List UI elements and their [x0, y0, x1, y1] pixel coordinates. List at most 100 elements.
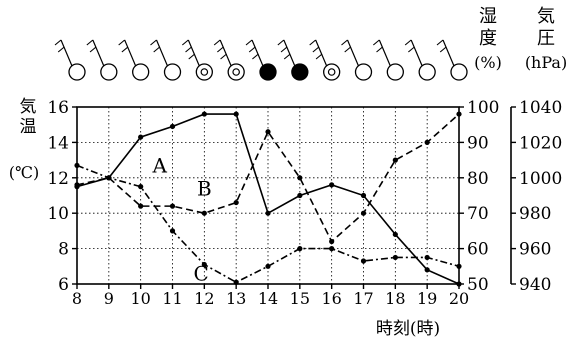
- temp-tick-label: 10: [47, 204, 69, 224]
- humidity-tick-label: 80: [467, 169, 489, 189]
- weather-symbol-cloudy: [373, 40, 403, 80]
- series-c-point: [74, 163, 79, 168]
- weather-symbols-row: [55, 40, 467, 80]
- wind-feather: [278, 40, 284, 45]
- weather-symbol-rain: [182, 40, 212, 80]
- series-a-point: [456, 281, 461, 286]
- station-circle: [101, 64, 117, 80]
- series-c-point: [106, 175, 111, 180]
- humidity-header-line-1: 湿: [479, 6, 497, 27]
- wind-feather: [437, 40, 443, 45]
- pressure-tick-label: 960: [519, 240, 551, 260]
- series-c-point: [297, 246, 302, 251]
- station-circle: [324, 64, 340, 80]
- wind-feather: [221, 54, 227, 59]
- x-tick-label: 15: [290, 289, 310, 308]
- pressure-tick-label: 940: [519, 275, 551, 295]
- series-a-point: [329, 182, 334, 187]
- wind-feather: [186, 47, 192, 52]
- series-b-point: [202, 211, 207, 216]
- humidity-header: 湿 度 (%): [474, 6, 502, 72]
- series-c-point: [456, 264, 461, 269]
- series-a-point: [393, 232, 398, 237]
- station-circle: [451, 64, 467, 80]
- series-b-point: [393, 158, 398, 163]
- weather-symbol-heavy-rain: [246, 40, 276, 80]
- series-a-point: [297, 193, 302, 198]
- x-tick-label: 16: [321, 289, 341, 308]
- wind-feather: [310, 40, 316, 45]
- wind-staff: [61, 40, 72, 66]
- series-c-point: [393, 255, 398, 260]
- wind-feather: [90, 47, 96, 52]
- humidity-tick-label: 70: [467, 204, 489, 224]
- pressure-header-line-1: 気: [537, 6, 555, 27]
- wind-feather: [249, 47, 255, 52]
- humidity-header-line-2: 度: [479, 28, 497, 49]
- series-c-point: [170, 228, 175, 233]
- wind-feather: [313, 47, 319, 52]
- series-b-point: [297, 175, 302, 180]
- temp-tick-label: 16: [47, 98, 69, 118]
- wind-feather: [408, 47, 414, 52]
- station-circle: [260, 64, 276, 80]
- weather-symbol-cloudy: [119, 40, 149, 80]
- series-a-point: [138, 134, 143, 139]
- pressure-tick-label: 1000: [519, 169, 562, 189]
- wind-staff: [157, 40, 168, 66]
- temp-tick-label: 12: [47, 169, 69, 189]
- series-b-point: [74, 182, 79, 187]
- series-c-point: [265, 264, 270, 269]
- weather-symbol-cloudy: [87, 40, 117, 80]
- x-tick-label: 12: [194, 289, 214, 308]
- x-tick-label: 10: [130, 289, 150, 308]
- series-c-point: [138, 184, 143, 189]
- pressure-header-line-2: 圧: [537, 28, 555, 49]
- wind-staff: [411, 40, 422, 66]
- humidity-tick-label: 60: [467, 240, 489, 260]
- series-a-point: [265, 211, 270, 216]
- series-a-point: [234, 111, 239, 116]
- series-b-point: [425, 140, 430, 145]
- x-tick-label: 13: [226, 289, 246, 308]
- series-b-point: [170, 204, 175, 209]
- series-b-point: [361, 211, 366, 216]
- series-c-point: [361, 258, 366, 263]
- wind-feather: [154, 47, 160, 52]
- station-circle: [228, 64, 244, 80]
- pressure-tick-label: 1020: [519, 133, 562, 153]
- series-label-c: C: [193, 261, 208, 285]
- wind-feather: [189, 54, 195, 59]
- humidity-tick-label: 100: [467, 98, 499, 118]
- wind-feather: [58, 47, 64, 52]
- x-tick-label: 17: [353, 289, 373, 308]
- series-c-point: [425, 255, 430, 260]
- weather-symbol-cloudy: [437, 40, 467, 80]
- wind-staff: [252, 40, 263, 66]
- station-circle: [419, 64, 435, 80]
- wind-feather: [405, 40, 411, 45]
- wind-feather: [281, 47, 287, 52]
- plot-axes: 8910111213141516171819206810121416506070…: [47, 98, 562, 308]
- pressure-tick-label: 1040: [519, 98, 562, 118]
- wind-feather: [252, 54, 258, 59]
- wind-staff: [316, 40, 327, 66]
- wind-feather: [55, 40, 61, 45]
- temp-tick-label: 6: [58, 275, 69, 295]
- wind-feather: [440, 47, 446, 52]
- series-c-point: [234, 280, 239, 285]
- weather-symbol-rain: [214, 40, 244, 80]
- series-b-point: [329, 239, 334, 244]
- wind-feather: [377, 47, 383, 52]
- station-circle: [165, 64, 181, 80]
- temp-axis-label-2: 温: [20, 117, 37, 137]
- x-tick-label: 11: [162, 289, 182, 308]
- pressure-header: 気 圧 (hPa): [525, 6, 567, 72]
- station-circle: [133, 64, 149, 80]
- wind-staff: [348, 40, 359, 66]
- x-axis-title: 時刻(時): [376, 319, 440, 339]
- temp-axis-label-1: 気: [20, 97, 37, 117]
- station-circle: [292, 64, 308, 80]
- x-tick-label: 14: [258, 289, 278, 308]
